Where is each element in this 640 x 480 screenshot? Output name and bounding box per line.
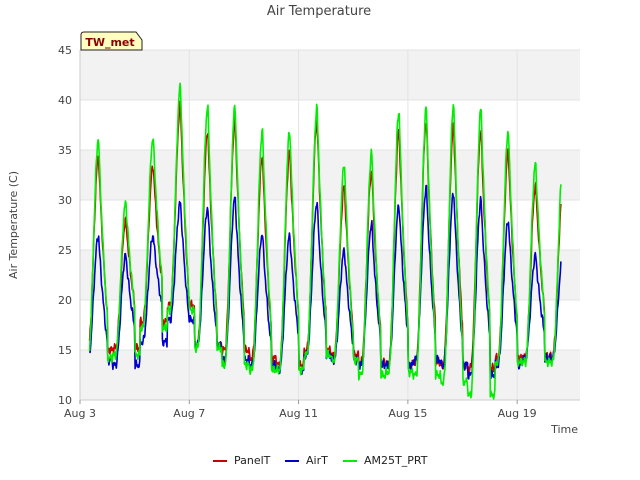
x-tick-label: Aug 7 — [173, 407, 205, 420]
legend-item: PanelT — [213, 454, 271, 467]
background-band — [80, 50, 580, 100]
x-tick-label: Aug 11 — [279, 407, 318, 420]
site-badge-text: TW_met — [85, 36, 134, 49]
y-tick-label: 35 — [58, 144, 72, 157]
y-axis-label: Air Temperature (C) — [7, 171, 20, 279]
x-axis-label: Time — [550, 423, 578, 436]
legend-label: AM25T_PRT — [364, 454, 428, 467]
axes — [79, 50, 580, 401]
x-tick-label: Aug 15 — [388, 407, 427, 420]
y-tick-label: 45 — [58, 44, 72, 57]
background-band — [80, 150, 580, 200]
y-tick-label: 10 — [58, 394, 72, 407]
series-line-am25t-prt — [88, 82, 562, 400]
series-layer — [88, 82, 562, 400]
y-tick-label: 30 — [58, 194, 72, 207]
x-tick-label: Aug 19 — [498, 407, 537, 420]
x-tick-label: Aug 3 — [64, 407, 96, 420]
site-badge: TW_met — [80, 31, 143, 51]
y-tick-label: 25 — [58, 244, 72, 257]
legend: PanelT AirT AM25T_PRT — [213, 454, 428, 467]
legend-label: PanelT — [234, 454, 271, 467]
y-tick-label: 40 — [58, 94, 72, 107]
chart-title: Air Temperature — [267, 4, 371, 19]
y-tick-label: 15 — [58, 344, 72, 357]
legend-item: AirT — [285, 454, 328, 467]
y-tick-labels: 10 15 20 25 30 35 40 45 — [58, 44, 72, 407]
legend-label: AirT — [306, 454, 328, 467]
legend-item: AM25T_PRT — [343, 454, 428, 467]
site-badge-box — [80, 31, 143, 51]
x-tick-labels: Aug 3 Aug 7 Aug 11 Aug 15 Aug 19 — [64, 400, 537, 420]
y-tick-label: 20 — [58, 294, 72, 307]
background-band — [80, 250, 580, 300]
